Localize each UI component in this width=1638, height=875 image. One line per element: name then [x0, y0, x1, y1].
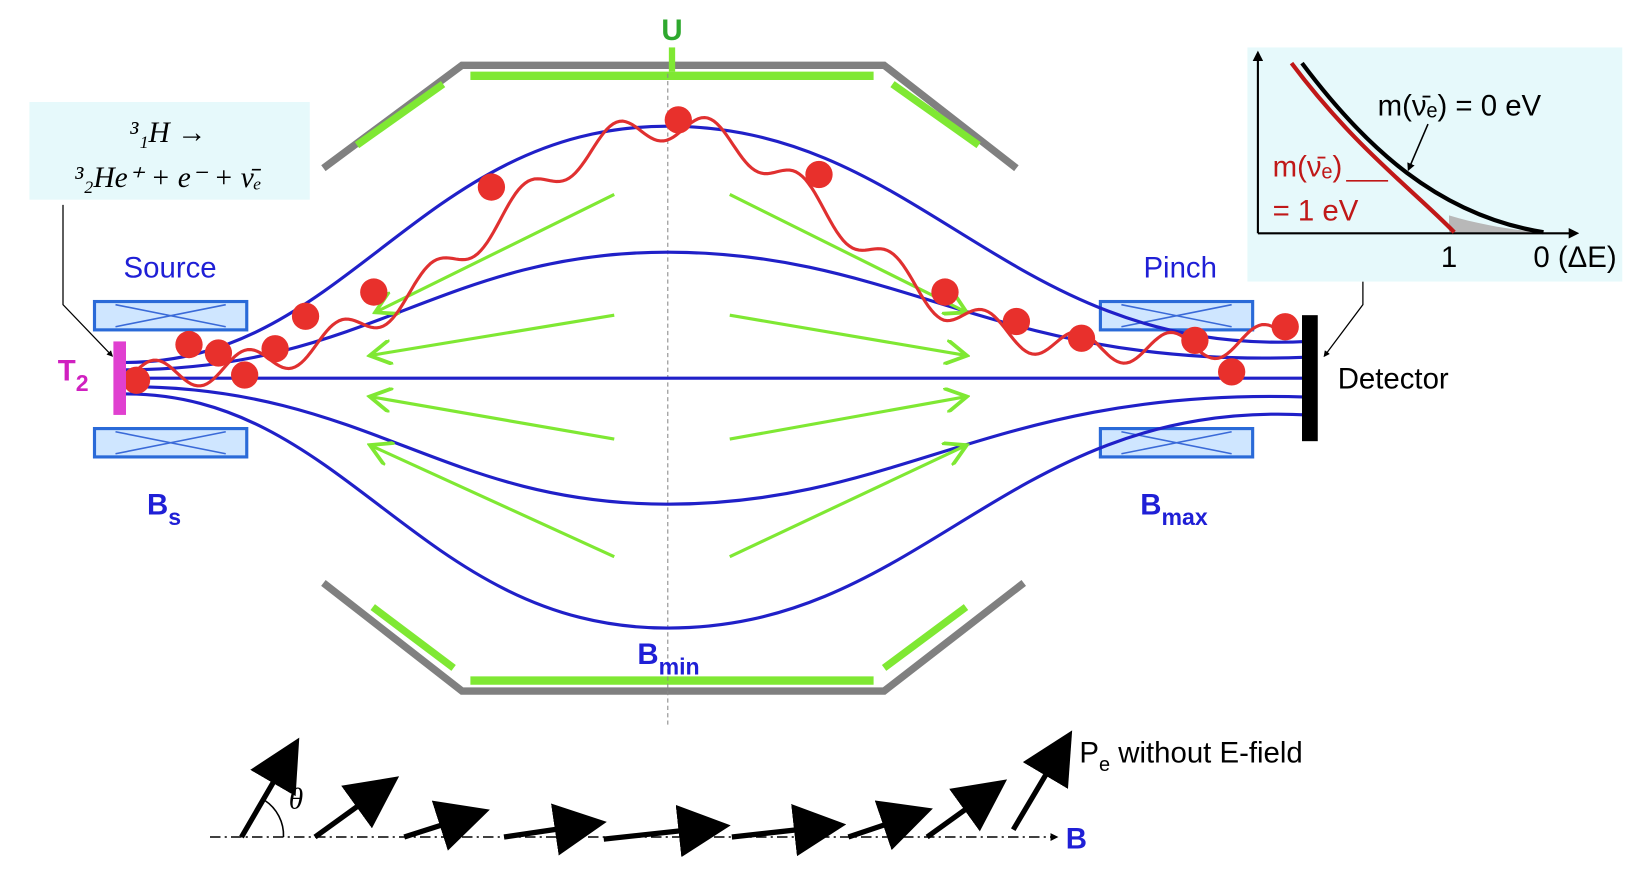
bs-label: Bs [147, 489, 181, 531]
electron [1271, 313, 1299, 341]
electron [360, 278, 388, 306]
electron [1002, 307, 1031, 336]
inset-tick: 0 (ΔE) [1533, 241, 1616, 274]
electron [175, 330, 203, 359]
electron [204, 339, 233, 367]
detector-label: Detector [1338, 363, 1449, 396]
electron [122, 366, 151, 394]
reaction-line: ³₂He⁺ + e⁻ + ν̄ₑ [74, 162, 261, 194]
electron [664, 106, 692, 134]
inset-tick: 1 [1441, 241, 1457, 274]
momentum-arrows: θ Pe without E-field B [210, 730, 1303, 858]
electrons [122, 106, 1299, 394]
electron [477, 173, 506, 201]
inset-label: m(ν̄ₑ) [1273, 151, 1343, 184]
electron [1218, 358, 1246, 386]
source-label: Source [124, 251, 217, 284]
field-lines [125, 124, 1308, 630]
reaction-box: ³₁H → ³₂He⁺ + e⁻ + ν̄ₑ [29, 102, 1364, 358]
green-arrows [373, 193, 964, 559]
electron [1181, 326, 1209, 355]
source-plate [113, 341, 126, 415]
reaction-line: ³₁H → [130, 117, 207, 149]
angle-label: θ [289, 784, 303, 816]
field-label: B [1066, 823, 1087, 856]
electron [261, 335, 289, 363]
inset: m(ν̄ₑ) = 0 eV m(ν̄ₑ) = 1 eV 1 0 (ΔE) [1247, 47, 1623, 282]
inset-label: = 1 eV [1273, 195, 1359, 228]
electrode-label: U [661, 14, 682, 47]
electron [291, 302, 320, 330]
electron [805, 160, 833, 189]
bmin-label: Bmin [637, 638, 699, 680]
tritium-label: T2 [58, 354, 89, 396]
momentum-label: Pe without E-field [1079, 736, 1302, 775]
detector-plate [1302, 315, 1318, 442]
electrodes [321, 47, 1027, 725]
coils [92, 299, 1255, 459]
bmax-label: Bmax [1140, 489, 1208, 531]
electron [931, 278, 959, 306]
electron [231, 361, 259, 389]
pinch-label: Pinch [1143, 251, 1216, 284]
electron [1067, 324, 1096, 352]
inset-label: m(ν̄ₑ) = 0 eV [1378, 90, 1542, 123]
